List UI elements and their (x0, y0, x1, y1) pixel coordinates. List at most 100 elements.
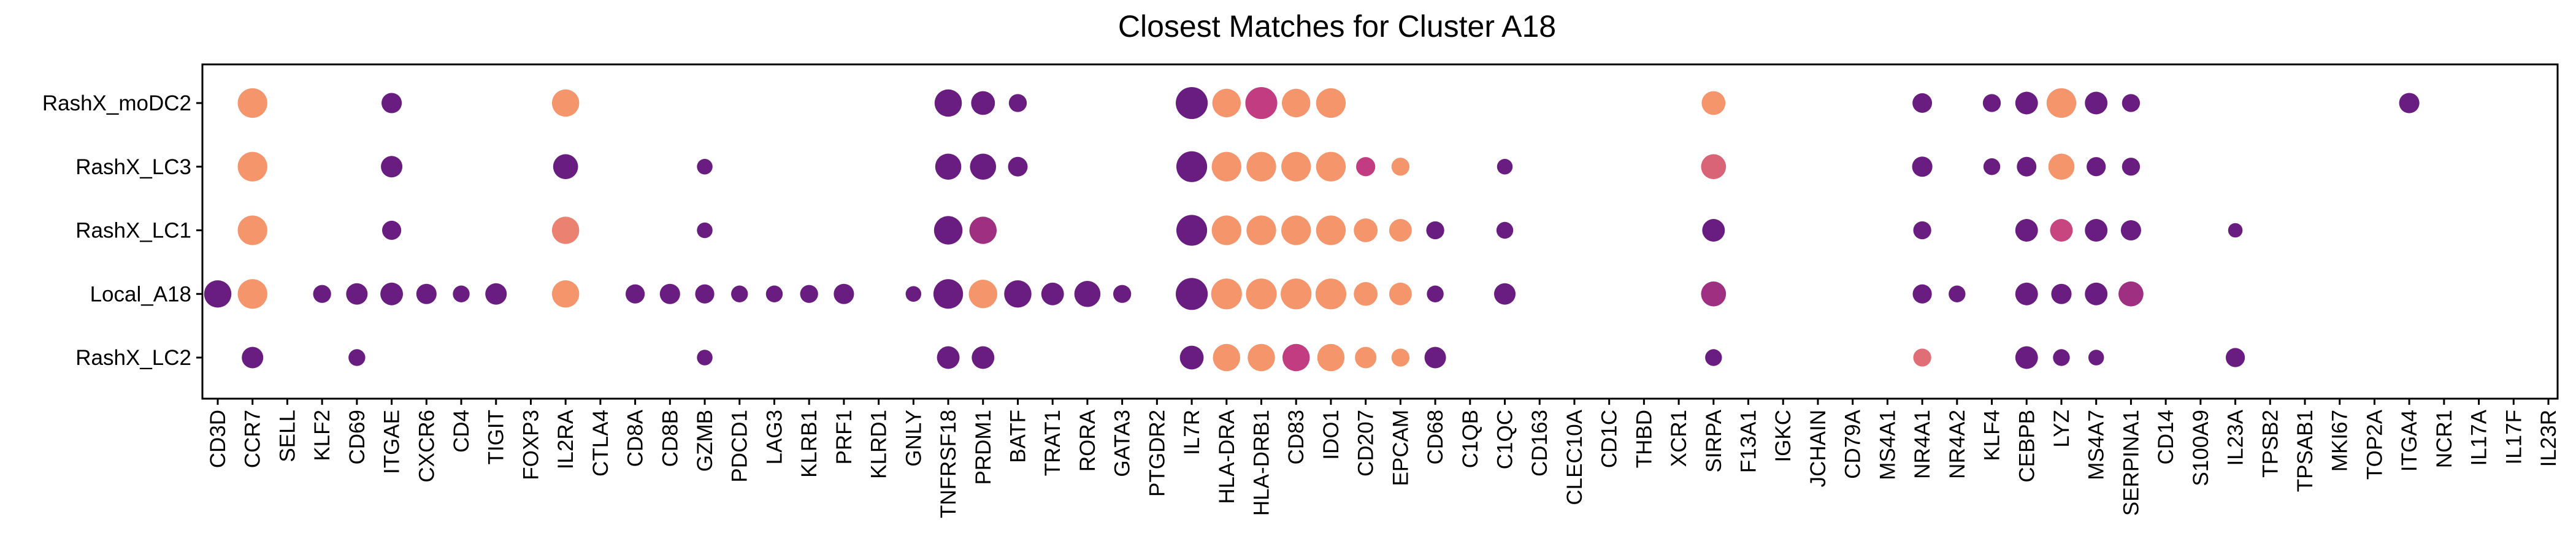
dot-local-a18-cebpb (2015, 282, 2038, 305)
dot-local-a18-ms4a7 (2085, 282, 2108, 305)
dot-rashx-lc1-tnfrsf18 (933, 216, 963, 245)
dot-local-a18-prf1 (834, 283, 854, 304)
dot-rashx-modc2-hla-dra (1212, 88, 1241, 118)
dot-local-a18-hla-dra (1211, 278, 1242, 310)
dot-rashx-lc3-lyz (2048, 153, 2075, 180)
dot-local-a18-hla-drb1 (1246, 278, 1277, 310)
x-label-ncr1: NCR1 (2432, 410, 2456, 468)
dot-local-a18-batf (1004, 280, 1032, 308)
x-label-sell: SELL (275, 410, 299, 462)
x-label-gnly: GNLY (902, 410, 926, 467)
dot-local-a18-gzmb (695, 284, 715, 304)
x-label-lyz: LYZ (2050, 410, 2074, 448)
dot-rashx-lc2-il23a (2225, 348, 2245, 367)
x-label-tigit: TIGIT (485, 410, 508, 464)
dot-rashx-lc1-cebpb (2015, 219, 2038, 242)
x-label-cd4: CD4 (450, 410, 473, 453)
dot-rashx-lc2-gzmb (697, 350, 713, 366)
dot-local-a18-gata3 (1113, 285, 1132, 303)
dot-rashx-lc2-cd207 (1355, 347, 1377, 369)
dot-rashx-modc2-itgae (381, 93, 402, 113)
dot-rashx-modc2-ms4a7 (2085, 91, 2108, 115)
x-label-c1qb: C1QB (1459, 410, 1482, 468)
dot-rashx-lc2-lyz (2053, 349, 2070, 366)
x-label-itgae: ITGAE (380, 410, 404, 474)
x-label-serpina1: SERPINA1 (2119, 410, 2143, 516)
dot-local-a18-klf2 (313, 285, 331, 303)
dot-rashx-lc3-serpina1 (2122, 158, 2141, 176)
dot-rashx-lc1-ms4a7 (2085, 219, 2108, 242)
x-label-cd1c: CD1C (1598, 410, 1622, 468)
dot-rashx-modc2-hla-drb1 (1245, 86, 1278, 120)
dot-local-a18-trat1 (1041, 282, 1064, 305)
x-label-ms4a7: MS4A7 (2085, 410, 2109, 480)
dot-local-a18-serpina1 (2118, 281, 2144, 307)
x-label-thbd: THBD (1632, 410, 1656, 468)
x-label-prf1: PRF1 (832, 410, 856, 464)
x-label-mki67: MKI67 (2328, 410, 2352, 472)
dot-rashx-lc2-cebpb (2015, 346, 2038, 369)
x-label-cd79a: CD79A (1841, 409, 1865, 478)
dot-local-a18-cd8b (659, 283, 680, 304)
dot-local-a18-ccr7 (237, 279, 267, 309)
x-label-lag3: LAG3 (762, 410, 786, 465)
dot-local-a18-rora (1074, 280, 1101, 307)
dot-rashx-lc3-cd207 (1356, 157, 1376, 177)
y-label-rashx-modc2: RashX_moDC2 (42, 91, 191, 115)
dot-rashx-lc3-sirpa (1701, 154, 1727, 180)
dot-rashx-lc2-ido1 (1317, 343, 1345, 372)
dot-rashx-lc3-gzmb (697, 159, 713, 175)
dot-rashx-lc3-hla-dra (1211, 151, 1241, 182)
dot-rashx-lc2-ms4a7 (2088, 350, 2104, 366)
x-label-sirpa: SIRPA (1702, 409, 1726, 472)
x-label-trat1: TRAT1 (1041, 410, 1065, 476)
dot-rashx-lc3-il2ra (553, 154, 578, 180)
dot-local-a18-sirpa (1701, 281, 1727, 307)
x-label-rora: RORA (1076, 409, 1100, 472)
dot-local-a18-tnfrsf18 (933, 279, 964, 309)
y-axis: RashX_moDC2 RashX_LC3 RashX_LC1 Local_A18 Ra… (42, 91, 202, 370)
dot-rashx-lc2-cd83 (1282, 343, 1310, 372)
dot-rashx-lc3-klf4 (1983, 158, 2001, 175)
dot-rashx-modc2-sirpa (1701, 91, 1726, 115)
dot-rashx-lc1-il7r (1176, 215, 1208, 246)
dot-rashx-lc1-lyz (2050, 219, 2073, 242)
dot-rashx-modc2-tnfrsf18 (934, 89, 962, 117)
plot-marks (204, 86, 2420, 372)
dot-rashx-lc2-il7r (1179, 345, 1204, 370)
dot-rashx-lc1-il2ra (551, 217, 580, 244)
dot-rashx-lc1-prdm1 (969, 217, 997, 244)
dot-local-a18-cd8a (625, 284, 645, 304)
dot-rashx-lc2-hla-dra (1213, 343, 1241, 372)
dot-rashx-lc3-batf (1008, 156, 1028, 177)
x-label-c1qc: C1QC (1493, 410, 1517, 469)
dot-rashx-lc1-hla-dra (1211, 215, 1241, 245)
dot-local-a18-gnly (905, 286, 922, 302)
dot-rashx-lc2-nr4a1 (1913, 348, 1931, 367)
dot-rashx-modc2-ido1 (1316, 88, 1346, 118)
dot-local-a18-epcam (1389, 282, 1412, 305)
dot-rashx-lc1-ccr7 (237, 215, 267, 245)
dot-local-a18-lyz (2051, 283, 2072, 304)
dot-local-a18-ido1 (1315, 278, 1347, 310)
x-axis: CD3D CCR7 SELL KLF2 CD69 ITGAE CXCR6 CD4 TIGIT FO… (206, 399, 2561, 518)
x-label-itga4: ITGA4 (2398, 410, 2421, 472)
x-label-il7r: IL7R (1180, 410, 1204, 455)
x-label-il23a: IL23A (2224, 409, 2248, 466)
dot-rashx-modc2-il2ra (551, 89, 580, 117)
dot-local-a18-cd3d (204, 280, 232, 308)
x-label-nr4a2: NR4A2 (1945, 410, 1969, 479)
dot-local-a18-c1qc (1494, 283, 1516, 305)
dot-rashx-modc2-itga4 (2399, 93, 2420, 113)
dot-rashx-lc3-hla-drb1 (1246, 151, 1276, 182)
x-label-cebpb: CEBPB (2015, 410, 2039, 483)
dot-rashx-modc2-ccr7 (237, 88, 267, 118)
x-label-hla-drb1: HLA-DRB1 (1249, 410, 1273, 516)
x-label-cd83: CD83 (1284, 410, 1308, 464)
dot-rashx-lc2-hla-drb1 (1248, 343, 1275, 372)
dot-rashx-lc2-prdm1 (972, 346, 995, 369)
dot-local-a18-tigit (485, 283, 507, 305)
dot-rashx-modc2-lyz (2046, 88, 2077, 118)
dot-rashx-lc1-gzmb (697, 222, 713, 239)
dot-local-a18-prdm1 (968, 280, 997, 309)
